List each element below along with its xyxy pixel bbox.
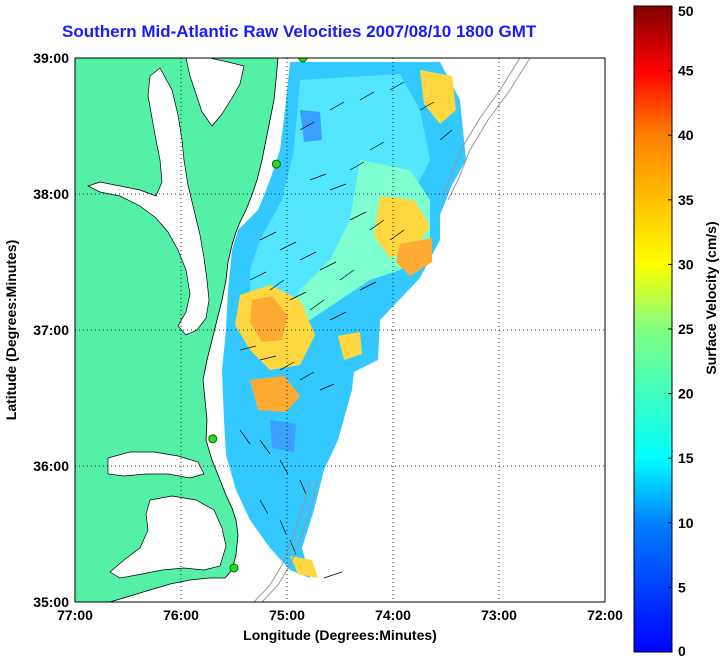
colorbar-tick-label: 35 xyxy=(678,192,694,208)
albemarle-sound xyxy=(107,451,205,479)
y-tick-label: 35:00 xyxy=(33,594,69,610)
colorbar xyxy=(633,5,673,653)
colorbar-tick-label: 0 xyxy=(678,643,686,659)
colorbar-tick-label: 50 xyxy=(678,3,694,19)
station-markers xyxy=(208,58,308,573)
y-tick-label: 37:00 xyxy=(33,322,69,338)
colorbar-tick-label: 5 xyxy=(678,579,686,595)
x-axis-ticks: 77:00 76:00 75:00 74:00 73:00 72:00 xyxy=(57,607,623,623)
x-tick-label: 75:00 xyxy=(269,607,305,623)
colorbar-tick-label: 25 xyxy=(678,321,694,337)
station-marker xyxy=(298,58,308,63)
velocity-arrows xyxy=(239,81,453,579)
colorbar-label: Surface Velocity (cm/s) xyxy=(703,221,719,374)
x-tick-label: 72:00 xyxy=(587,607,623,623)
station-marker xyxy=(271,159,281,169)
pamlico-sound xyxy=(109,495,227,579)
colorbar-tick-label: 30 xyxy=(678,256,694,272)
colorbar-tick-label: 40 xyxy=(678,127,694,143)
colorbar-tick-label: 15 xyxy=(678,450,694,466)
chart-title: Southern Mid-Atlantic Raw Velocities 200… xyxy=(62,22,537,41)
velocity-field xyxy=(222,62,466,578)
x-tick-label: 77:00 xyxy=(57,607,93,623)
colorbar-tick-label: 45 xyxy=(678,63,694,79)
bathymetry-contours xyxy=(253,58,531,602)
x-tick-label: 76:00 xyxy=(163,607,199,623)
y-tick-label: 38:00 xyxy=(33,186,69,202)
x-axis-label: Longitude (Degrees:Minutes) xyxy=(243,627,437,643)
plot-frame xyxy=(74,57,606,603)
y-tick-label: 39:00 xyxy=(33,50,69,66)
y-axis-ticks: 35:00 36:00 37:00 38:00 39:00 xyxy=(33,50,69,610)
grid-lines xyxy=(75,58,605,602)
y-axis-label: Latitude (Degrees:Minutes) xyxy=(3,240,19,420)
colorbar-tick-label: 10 xyxy=(678,515,694,531)
station-marker xyxy=(208,434,218,444)
delaware-bay xyxy=(185,58,245,127)
colorbar-ticks: 0 5 10 15 20 25 30 35 40 45 50 xyxy=(668,3,694,659)
x-tick-label: 74:00 xyxy=(375,607,411,623)
colorbar-tick-label: 20 xyxy=(678,386,694,402)
y-tick-label: 36:00 xyxy=(33,458,69,474)
station-marker xyxy=(229,563,239,573)
chesapeake-bay xyxy=(87,67,210,336)
x-tick-label: 73:00 xyxy=(481,607,517,623)
